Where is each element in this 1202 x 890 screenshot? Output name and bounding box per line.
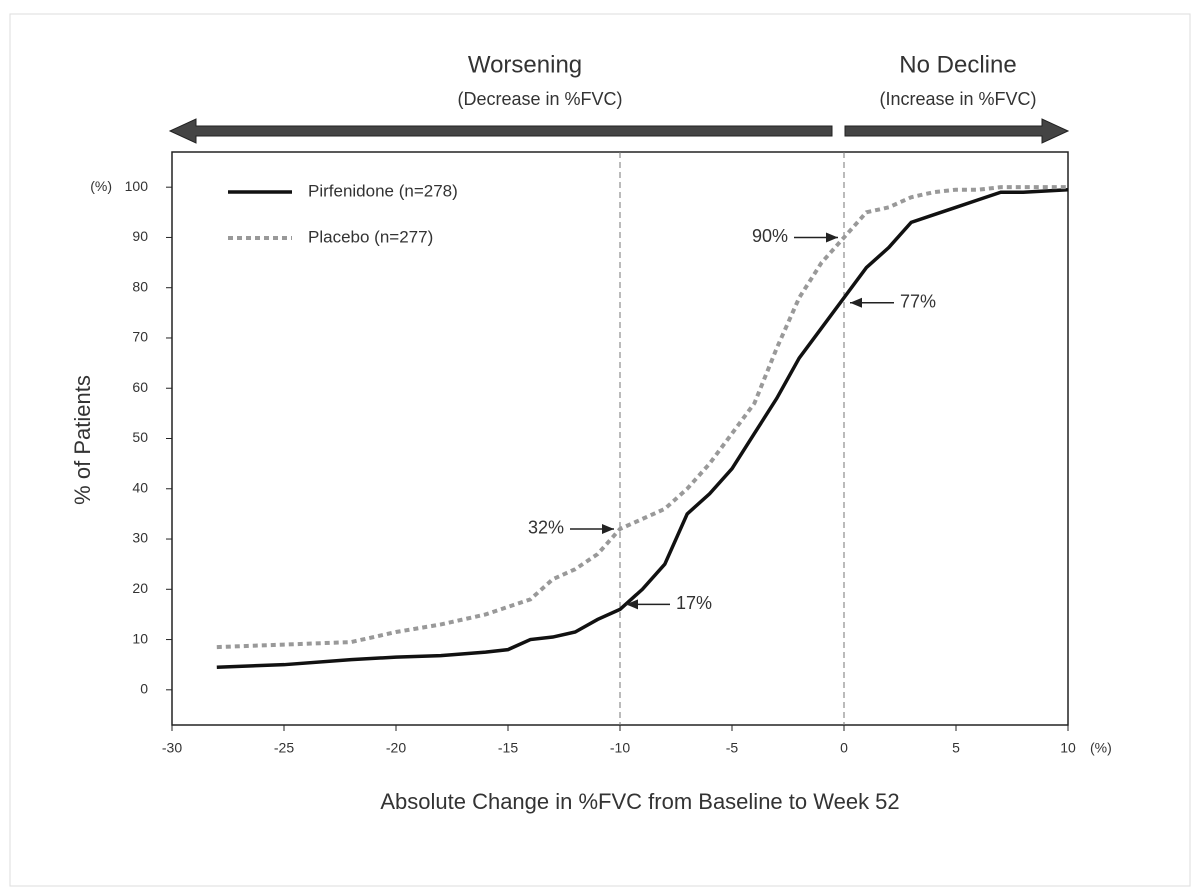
arrow-head	[602, 523, 614, 534]
y-tick-label: 0	[140, 681, 148, 697]
arrow-head	[826, 232, 838, 243]
y-tick-label: 50	[132, 429, 148, 445]
x-tick-label: -5	[726, 740, 739, 756]
worsening-arrow	[168, 118, 833, 144]
y-tick-label: 40	[132, 479, 148, 495]
y-tick-label: 80	[132, 278, 148, 294]
y-tick-label: 100	[125, 178, 149, 194]
no-decline-arrow	[844, 118, 1070, 144]
x-unit: (%)	[1090, 740, 1112, 756]
annotation-label: 32%	[528, 518, 564, 538]
header-title: Worsening	[468, 51, 582, 78]
x-axis-label: Absolute Change in %FVC from Baseline to…	[380, 789, 899, 814]
series-line	[216, 187, 1069, 669]
header-title: No Decline	[899, 51, 1016, 78]
frame	[9, 13, 1191, 887]
annotation-label: 90%	[752, 226, 788, 246]
y-tick-label: 60	[132, 379, 148, 395]
arrow-head	[850, 297, 862, 308]
series-line	[216, 185, 1068, 650]
legend-label: Pirfenidone (n=278)	[308, 181, 458, 200]
y-axis-label: % of Patients	[70, 375, 95, 505]
y-tick-label: 70	[132, 329, 148, 345]
y-unit: (%)	[90, 178, 112, 194]
x-tick-label: -20	[386, 740, 406, 756]
x-tick-label: 0	[840, 740, 848, 756]
annotation-label: 77%	[900, 292, 936, 312]
legend-label: Placebo (n=277)	[308, 227, 433, 246]
arrow-head	[626, 599, 638, 610]
x-tick-label: 5	[952, 740, 960, 756]
y-tick-label: 90	[132, 228, 148, 244]
y-tick-label: 30	[132, 530, 148, 546]
x-tick-label: -10	[610, 740, 630, 756]
x-tick-label: 10	[1060, 740, 1076, 756]
y-tick-label: 20	[132, 580, 148, 596]
annotation-label: 17%	[676, 593, 712, 613]
x-tick-label: -15	[498, 740, 518, 756]
x-tick-label: -25	[274, 740, 294, 756]
y-tick-label: 10	[132, 630, 148, 646]
header-subtitle: (Increase in %FVC)	[879, 89, 1036, 109]
x-tick-label: -30	[162, 740, 182, 756]
header-subtitle: (Decrease in %FVC)	[457, 89, 622, 109]
